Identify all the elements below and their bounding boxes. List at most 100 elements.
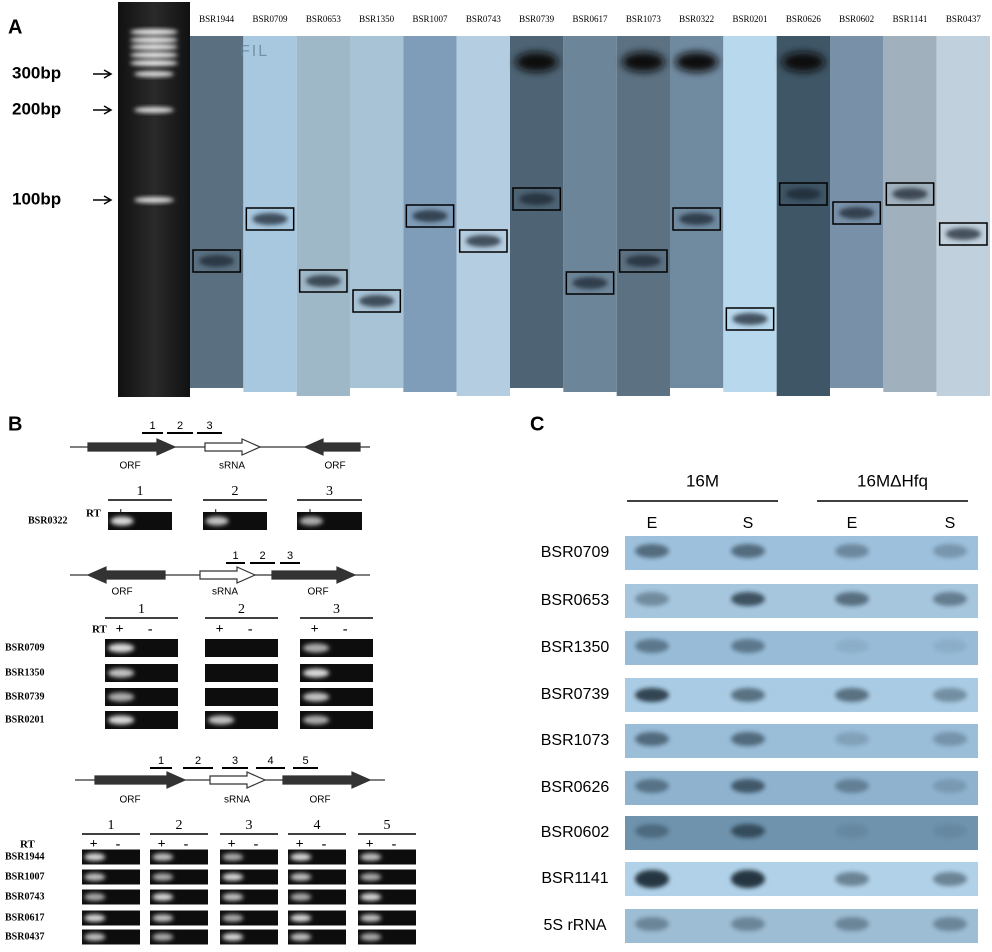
blot-strip	[625, 862, 978, 896]
gel-band	[465, 235, 501, 247]
blot-band	[731, 732, 765, 746]
blot-band	[731, 917, 765, 931]
blot-band	[933, 688, 967, 702]
rt-label: RT	[20, 839, 36, 851]
lane-label: BSR0626	[786, 14, 822, 24]
blot-band	[933, 872, 967, 886]
rt-label: RT	[86, 508, 102, 520]
gel-band	[302, 715, 330, 725]
gel-lane	[456, 36, 510, 396]
blot-band	[835, 824, 869, 838]
ladder-label: 300bp	[12, 63, 61, 82]
gel-lane	[350, 36, 404, 388]
gel-box	[300, 711, 373, 729]
blot-strip	[625, 771, 978, 805]
gel-band	[302, 692, 330, 702]
panel-label: C	[530, 413, 544, 435]
row-label: BSR1944	[5, 851, 44, 862]
region-label: 3	[232, 755, 238, 767]
blot-row-label: BSR0602	[541, 824, 610, 841]
blot-band	[933, 639, 967, 653]
panel-a: 300bp 200bp 100bp BSR1944 BSR0709 BSR0653 BSR1…	[12, 2, 990, 397]
row-label: BSR1350	[5, 667, 44, 678]
column-label: 2	[176, 818, 183, 833]
gel-lane	[510, 36, 564, 388]
panel-label: B	[8, 413, 22, 435]
gel-box	[150, 849, 208, 865]
gel-band	[679, 213, 715, 225]
phase-label: E	[847, 515, 858, 532]
gel-band	[360, 893, 382, 901]
gel-lane	[296, 36, 350, 396]
blot-band	[933, 917, 967, 931]
blot-strip	[625, 724, 978, 758]
strain-label: 16M	[686, 471, 719, 490]
gel-box	[205, 639, 278, 657]
gel-band	[84, 893, 106, 901]
region-label: 1	[232, 550, 238, 562]
blot-band	[933, 824, 967, 838]
row-label: BSR0709	[5, 642, 44, 653]
gel-band	[107, 643, 135, 653]
gel-box	[150, 929, 208, 945]
band-box	[512, 187, 562, 211]
gel-lane	[723, 36, 777, 392]
blot-band	[835, 688, 869, 702]
rt-sign: -	[254, 837, 259, 852]
gel-lane	[776, 36, 830, 396]
blot-strip	[625, 816, 978, 850]
gel-box	[358, 849, 416, 865]
blot-row-label: BSR0709	[541, 544, 610, 561]
rt-sign: -	[148, 622, 153, 637]
blot-band	[635, 779, 669, 793]
srna-arrow	[199, 566, 257, 584]
blot-band	[933, 544, 967, 558]
gel-box	[358, 929, 416, 945]
gel-band	[839, 207, 875, 219]
blot-band	[731, 592, 765, 606]
blot-band	[835, 544, 869, 558]
gel-band	[892, 188, 928, 200]
gel-box	[150, 910, 208, 926]
gel-band	[412, 210, 448, 222]
row-label: BSR0322	[28, 515, 67, 526]
band-box	[938, 222, 988, 246]
gel-box	[82, 849, 140, 865]
gel-band	[625, 255, 661, 267]
ladder-band	[134, 71, 174, 77]
orf-arrow	[94, 771, 187, 789]
column-label: 4	[314, 818, 321, 833]
column-label: 2	[238, 602, 245, 617]
row-label: BSR1007	[5, 871, 44, 882]
gel-lane	[563, 36, 617, 392]
ladder-band	[130, 44, 178, 50]
feature-label: ORF	[307, 587, 328, 598]
band-box	[245, 207, 295, 231]
row-label: BSR0201	[5, 714, 44, 725]
gel-band	[782, 52, 825, 72]
blot-row-label: BSR1350	[541, 639, 610, 656]
column-label: 1	[138, 602, 145, 617]
blot-band	[835, 872, 869, 886]
rt-sign: -	[248, 622, 253, 637]
gel-box	[288, 929, 346, 945]
blot-row-label: BSR1141	[541, 870, 608, 887]
gel-box	[220, 910, 278, 926]
panel-b: ORFsRNAORF123RT1+-2+-3+-BSR0322ORFsRNAOR…	[5, 420, 416, 945]
gel-band	[622, 52, 665, 72]
gel-band	[84, 853, 106, 861]
region-label: 3	[287, 550, 293, 562]
band-box	[192, 249, 242, 273]
gel-band	[302, 668, 330, 678]
gel-box	[288, 910, 346, 926]
blot-band	[835, 917, 869, 931]
ladder-band	[130, 60, 178, 66]
gel-box	[203, 512, 267, 530]
blot-band	[835, 592, 869, 606]
gel-band	[290, 853, 312, 861]
rt-sign: -	[184, 837, 189, 852]
lane-label: BSR0201	[732, 14, 767, 24]
blot-band	[933, 779, 967, 793]
blot-band	[635, 917, 669, 931]
lane-label: BSR0602	[839, 14, 874, 24]
